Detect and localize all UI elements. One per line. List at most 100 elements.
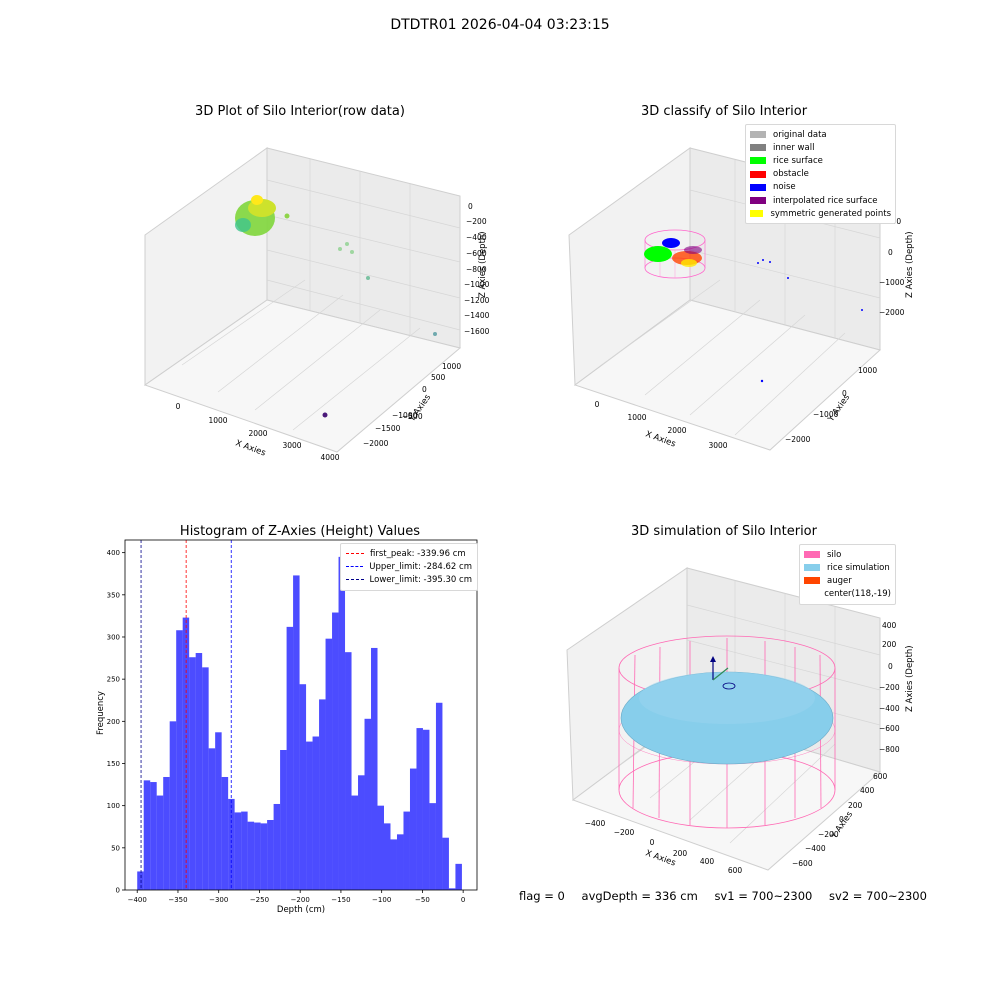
legend-item: auger: [804, 574, 891, 587]
histogram-bar: [189, 657, 196, 890]
histogram-bar: [280, 750, 287, 890]
svg-text:−600: −600: [879, 724, 900, 733]
x-tick-label: −350: [168, 896, 187, 904]
histogram-bar: [448, 888, 456, 890]
svg-text:−1000: −1000: [392, 411, 418, 420]
interpolated-region: [684, 246, 702, 254]
histogram-bar: [247, 821, 255, 890]
histogram-bar: [182, 617, 190, 890]
x-tick-label: −250: [250, 896, 269, 904]
x-tick-labels: −400 −200 0 200 400 600: [585, 819, 743, 875]
sv1-text: sv1 = 700~2300: [714, 889, 813, 903]
svg-text:−1400: −1400: [464, 311, 490, 320]
y-axis-label: Y Axies: [826, 392, 853, 424]
rice-surface-region: [644, 246, 672, 262]
x-tick-labels: 0 1000 2000 3000: [595, 400, 728, 450]
auger: [710, 656, 736, 690]
svg-text:−400: −400: [805, 844, 826, 853]
scatter-points: [235, 195, 437, 418]
svg-text:−2000: −2000: [363, 439, 389, 448]
svg-text:3000: 3000: [282, 441, 301, 450]
svg-text:1000: 1000: [627, 413, 646, 422]
y-tick-label: 350: [107, 591, 120, 599]
svg-text:−400: −400: [466, 233, 487, 242]
legend-swatch: [804, 551, 820, 559]
svg-text:600: 600: [873, 772, 888, 781]
histogram-bar: [390, 839, 397, 890]
svg-text:1000: 1000: [208, 416, 227, 425]
svg-text:−800: −800: [879, 745, 900, 754]
scatter-point: [366, 276, 370, 280]
histogram-bar: [143, 780, 151, 890]
svg-text:−1200: −1200: [464, 296, 490, 305]
svg-text:0: 0: [176, 402, 181, 411]
legend-item: interpolated rice surface: [750, 194, 891, 207]
histogram-bar: [319, 699, 326, 890]
histogram-bar: [396, 834, 404, 890]
x-tick-label: 0: [461, 896, 465, 904]
scatter-point: [861, 309, 863, 311]
scatter-point: [338, 247, 342, 251]
histogram-bar: [254, 822, 261, 890]
legend-swatch: [750, 210, 764, 218]
histogram-bar: [150, 782, 157, 890]
histogram-legend: first_peak: -339.96 cm Upper_limit: -284…: [340, 543, 478, 591]
status-line: flag = 0 avgDepth = 336 cm sv1 = 700~230…: [519, 889, 940, 903]
svg-text:−600: −600: [466, 249, 487, 258]
legend-swatch: [750, 144, 766, 152]
legend-line: [346, 553, 364, 555]
panel4-title: 3D simulation of Silo Interior: [631, 524, 817, 539]
histogram-bar: [332, 612, 339, 890]
x-axis-label: Depth (cm): [277, 905, 325, 915]
histogram-bar: [215, 732, 222, 890]
x-tick-label: −50: [415, 896, 430, 904]
y-tick-label: 0: [116, 887, 120, 895]
x-tick-label: −100: [372, 896, 391, 904]
legend-item: noise: [750, 181, 891, 194]
y-tick-label: 300: [107, 633, 120, 641]
svg-text:0: 0: [422, 385, 427, 394]
histogram-bar: [202, 667, 209, 890]
scatter-point: [322, 412, 328, 418]
scatter-point: [769, 261, 771, 263]
svg-text:2000: 2000: [248, 429, 267, 438]
svg-text:−1000: −1000: [813, 410, 839, 419]
z-tick-labels: 1000 0 −1000 −2000: [879, 217, 905, 317]
legend-item: Upper_limit: -284.62 cm: [346, 560, 472, 573]
histogram-bar: [234, 812, 242, 890]
svg-text:−1500: −1500: [375, 424, 401, 433]
histogram-bar: [429, 803, 436, 890]
svg-text:−500: −500: [402, 412, 423, 421]
histogram-bar: [416, 728, 423, 890]
avg-depth-text: avgDepth = 336 cm: [581, 889, 698, 903]
svg-text:0: 0: [839, 815, 844, 824]
histogram-bar: [351, 795, 359, 890]
svg-text:−2000: −2000: [785, 435, 811, 444]
y-axis-label: Frequency: [96, 691, 106, 735]
histogram-bar: [176, 630, 183, 890]
histogram-bar: [345, 652, 352, 890]
y-tick-label: 400: [107, 549, 120, 557]
svg-text:−400: −400: [585, 819, 606, 828]
svg-text:400: 400: [860, 786, 875, 795]
svg-text:400: 400: [882, 621, 897, 630]
histogram-bar: [409, 768, 417, 890]
simulation-3d-plot: −400 −200 0 200 400 600 X Axies 600 400 …: [566, 567, 915, 875]
z-axis-label: Z Axies (Depth): [905, 231, 915, 298]
y-tick-label: 150: [107, 760, 120, 768]
panel3-title: Histogram of Z-Axies (Height) Values: [179, 524, 421, 539]
svg-text:4000: 4000: [320, 453, 339, 462]
classify-legend: original data inner wall rice surface ob…: [745, 124, 896, 225]
histogram-bar: [260, 823, 268, 890]
histogram-bar: [403, 811, 410, 890]
scatter-point: [787, 277, 789, 279]
scatter-point: [345, 242, 349, 246]
symmetric-region: [681, 259, 697, 267]
histogram-bar: [208, 748, 216, 890]
x-tick-label: −200: [291, 896, 310, 904]
histogram-bar: [442, 837, 449, 890]
rice-simulation-surface: [620, 671, 834, 765]
svg-text:−600: −600: [792, 859, 813, 868]
svg-text:−800: −800: [466, 265, 487, 274]
histogram-bar: [312, 736, 320, 890]
